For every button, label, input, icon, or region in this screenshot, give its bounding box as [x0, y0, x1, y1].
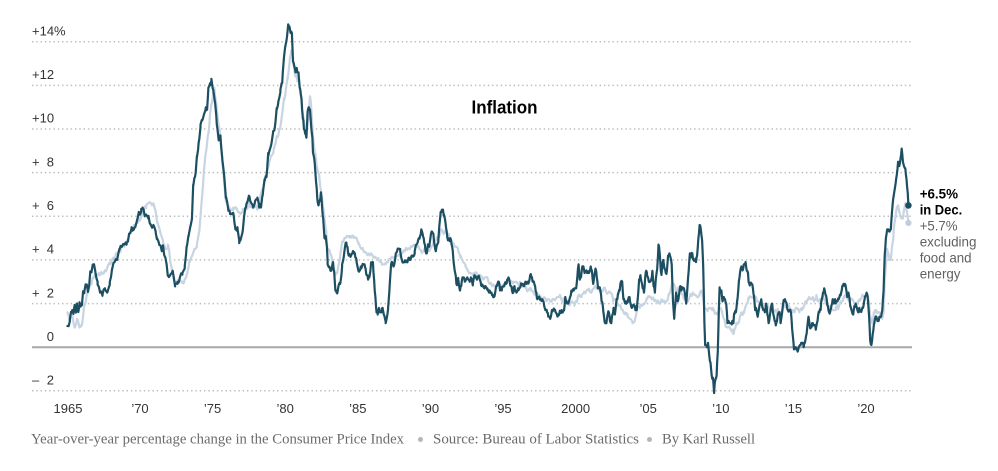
svg-text:4: 4 — [47, 242, 54, 257]
svg-text:energy: energy — [920, 266, 961, 282]
svg-text:’90: ’90 — [422, 401, 439, 416]
svg-text:+5.7%: +5.7% — [920, 218, 958, 234]
svg-text:+: + — [32, 242, 40, 257]
svg-text:–: – — [32, 373, 40, 388]
svg-text:’15: ’15 — [785, 401, 802, 416]
svg-text:By Karl Russell: By Karl Russell — [662, 432, 755, 448]
svg-text:8: 8 — [47, 154, 54, 169]
svg-text:’70: ’70 — [131, 401, 148, 416]
svg-text:food and: food and — [920, 250, 972, 266]
svg-text:+: + — [32, 154, 40, 169]
svg-text:+6.5%: +6.5% — [920, 186, 959, 202]
svg-text:1965: 1965 — [54, 401, 83, 416]
svg-text:’10: ’10 — [712, 401, 729, 416]
svg-text:’20: ’20 — [857, 401, 874, 416]
svg-text:in Dec.: in Dec. — [920, 202, 963, 218]
svg-text:2: 2 — [47, 285, 54, 300]
svg-text:+12: +12 — [32, 67, 54, 82]
svg-text:’95: ’95 — [494, 401, 511, 416]
svg-text:’80: ’80 — [277, 401, 294, 416]
svg-text:Inflation: Inflation — [472, 97, 538, 118]
svg-text:+14%: +14% — [32, 23, 66, 38]
svg-text:+: + — [32, 285, 40, 300]
svg-text:+10: +10 — [32, 111, 54, 126]
svg-text:2: 2 — [47, 373, 54, 388]
svg-text:2000: 2000 — [561, 401, 590, 416]
svg-text:’05: ’05 — [640, 401, 657, 416]
svg-text:6: 6 — [47, 198, 54, 213]
svg-text:’75: ’75 — [204, 401, 221, 416]
svg-text:+: + — [32, 198, 40, 213]
svg-text:Year-over-year percentage chan: Year-over-year percentage change in the … — [31, 432, 405, 448]
svg-text:0: 0 — [47, 329, 54, 344]
svg-text:excluding: excluding — [920, 234, 977, 250]
svg-text:Source: Bureau of Labor Statis: Source: Bureau of Labor Statistics — [433, 432, 639, 448]
svg-text:’85: ’85 — [349, 401, 366, 416]
